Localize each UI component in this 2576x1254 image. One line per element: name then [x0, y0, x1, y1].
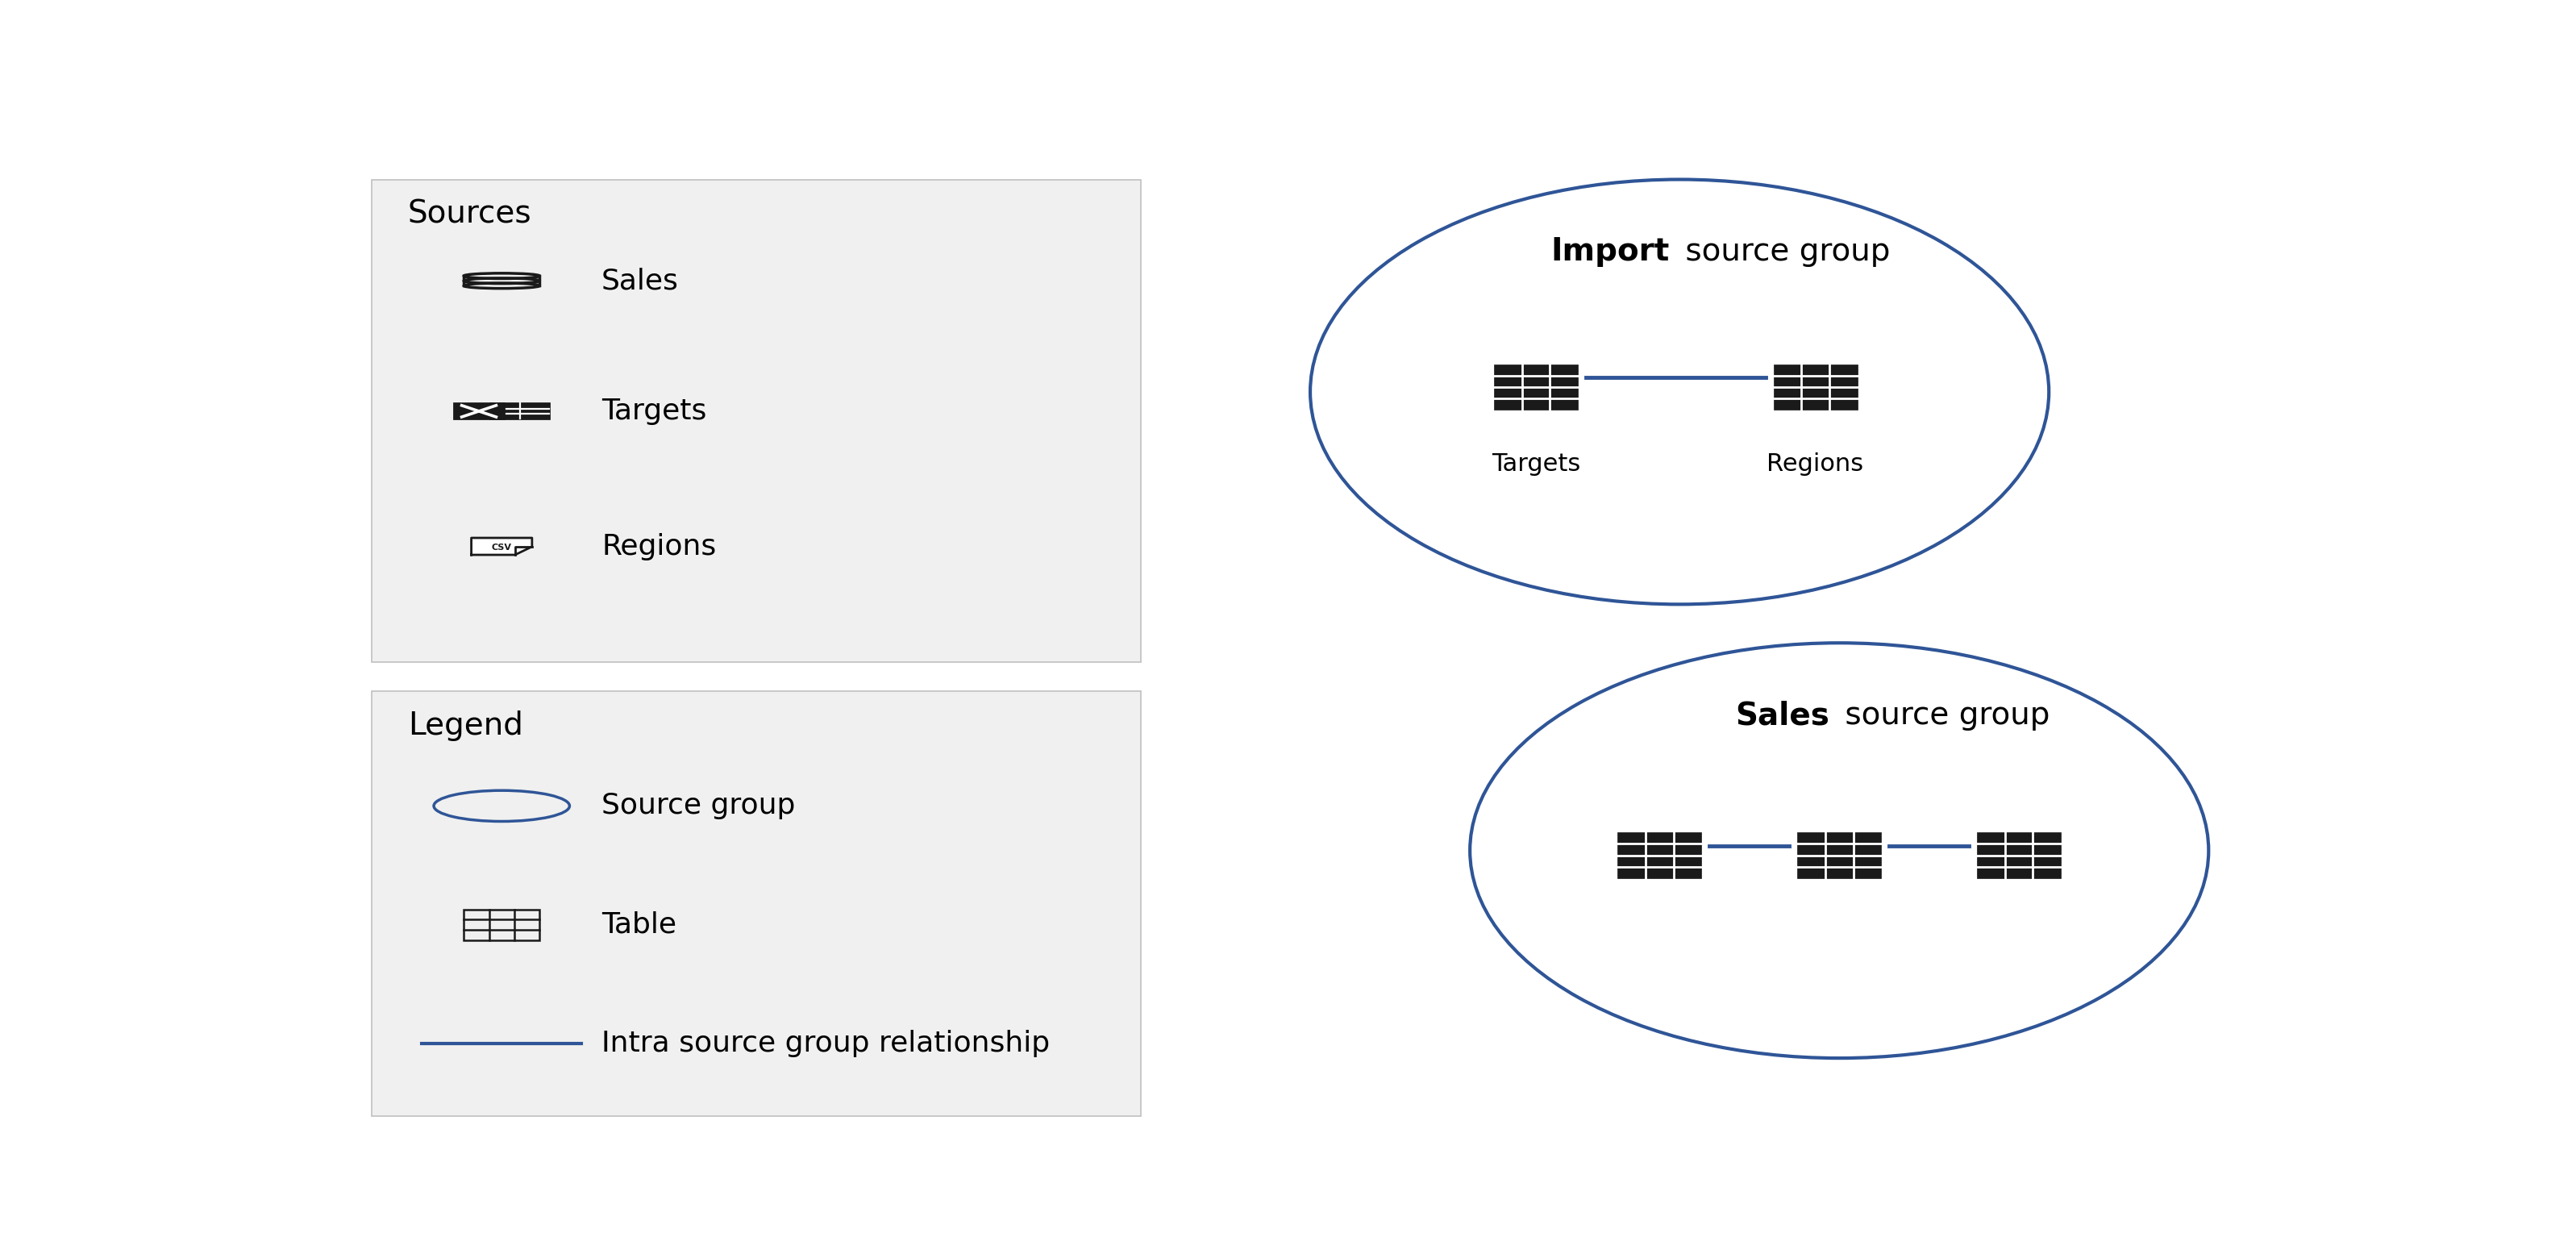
Text: Intra source group relationship: Intra source group relationship: [600, 1030, 1051, 1057]
Text: Regions: Regions: [1767, 453, 1862, 477]
FancyBboxPatch shape: [371, 179, 1141, 662]
Text: Sales: Sales: [600, 267, 680, 295]
Text: Import: Import: [1551, 237, 1669, 267]
Ellipse shape: [1311, 179, 2048, 604]
Text: Legend: Legend: [407, 711, 523, 741]
Polygon shape: [471, 538, 533, 554]
Text: Sales: Sales: [1736, 700, 1829, 731]
Text: source group: source group: [1834, 700, 2050, 731]
Text: Sources: Sources: [407, 198, 531, 229]
Ellipse shape: [1471, 643, 2208, 1058]
Text: source group: source group: [1674, 237, 1891, 267]
Bar: [453, 404, 502, 419]
Bar: [489, 404, 549, 419]
Text: Targets: Targets: [600, 398, 706, 425]
Text: Regions: Regions: [600, 533, 716, 561]
Bar: [1798, 833, 1880, 878]
Bar: [1976, 833, 2061, 878]
Bar: [1618, 833, 1703, 878]
Bar: [464, 909, 538, 940]
Text: Targets: Targets: [1492, 453, 1579, 477]
Bar: [1772, 364, 1857, 410]
Text: Source group: Source group: [600, 793, 796, 820]
Text: Table: Table: [600, 912, 677, 938]
Bar: [1494, 364, 1577, 410]
FancyBboxPatch shape: [371, 691, 1141, 1116]
Text: CSV: CSV: [492, 543, 513, 552]
